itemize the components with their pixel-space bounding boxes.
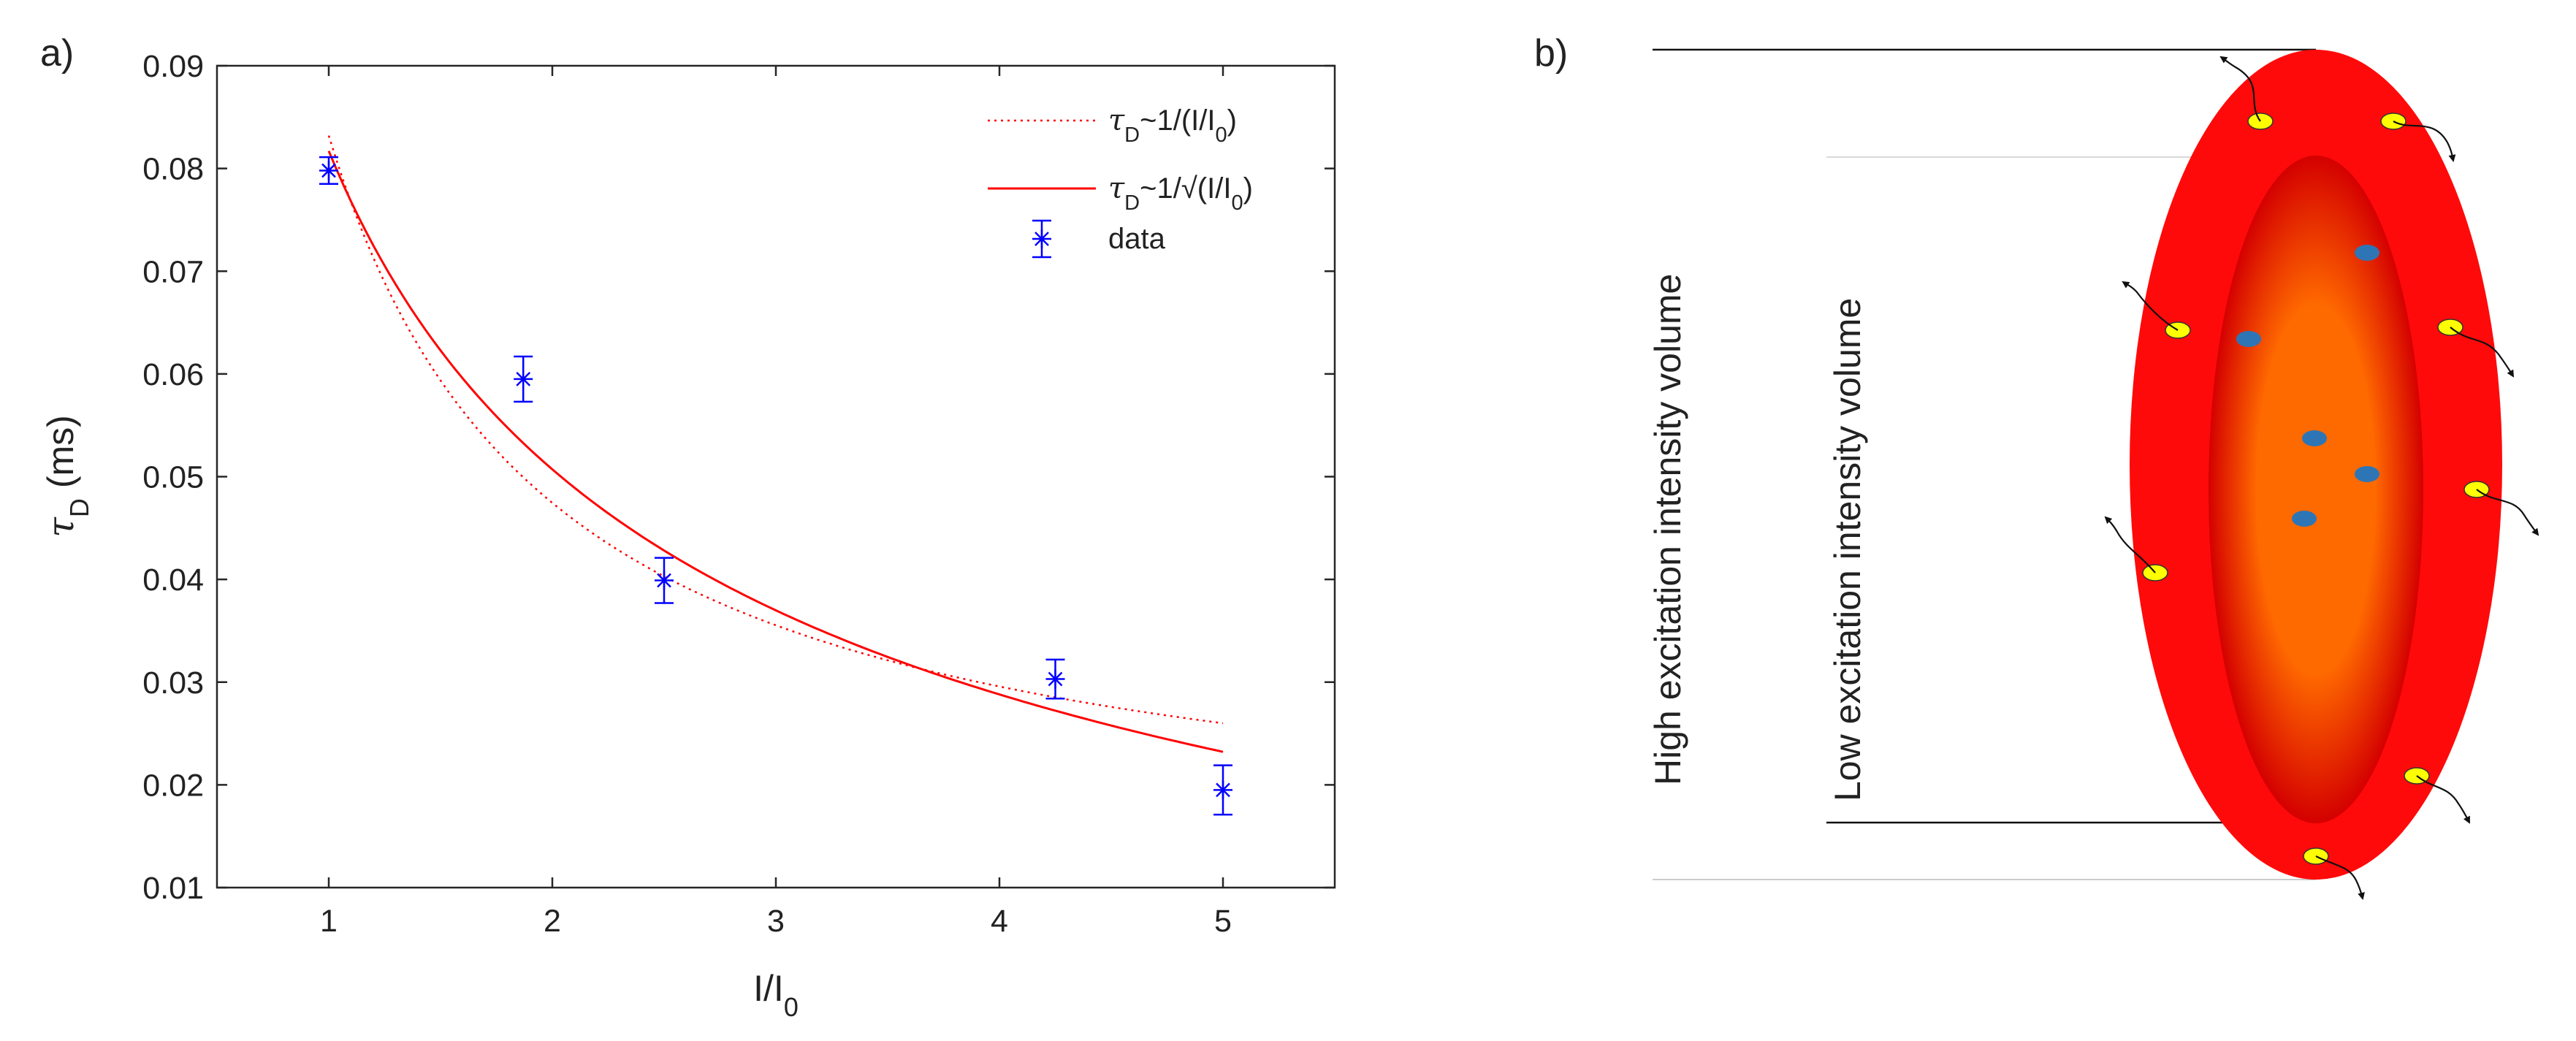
x-tick-label: 3	[767, 904, 785, 939]
legend-entry-data: data	[1108, 223, 1166, 255]
low-intensity-volume	[2209, 156, 2423, 823]
x-tick-label: 4	[991, 904, 1008, 939]
y-tick-label: 0.09	[142, 49, 204, 84]
fit-curve-sqrt	[327, 150, 1224, 753]
data-points	[319, 156, 1232, 816]
panel-b-label: b)	[1534, 32, 1568, 75]
x-axis-label-main: I/I	[753, 968, 784, 1009]
y-axis-label-unit: (ms)	[40, 415, 81, 498]
legend-text-main: ~1/√(I/I	[1140, 172, 1231, 205]
marker-stroke	[516, 372, 531, 386]
legend-tau: τ	[1108, 172, 1125, 205]
data-point	[514, 355, 533, 403]
free-molecule	[2292, 511, 2317, 527]
legend-sub: D	[1124, 123, 1140, 147]
legend: τD~1/(I/I0) τD~1/√(I/I0) data	[988, 104, 1253, 259]
high-volume-label: High excitation intensity volume	[1647, 274, 1688, 785]
legend-tau: τ	[1108, 104, 1125, 137]
x-tick-label: 2	[544, 904, 561, 939]
free-molecule	[2355, 245, 2379, 261]
legend-text-main: ~1/(I/I	[1140, 104, 1215, 137]
legend-entry-inverse: τD~1/(I/I0)	[1108, 104, 1237, 147]
y-tick-label: 0.01	[142, 871, 204, 906]
y-tick-label: 0.06	[142, 357, 204, 392]
x-axis-label-sub: 0	[784, 992, 799, 1022]
escape-arrow	[2416, 775, 2470, 824]
free-molecule	[2355, 466, 2379, 482]
escape-arrow	[2122, 281, 2179, 331]
escape-arrow	[2104, 516, 2156, 573]
free-molecule	[2302, 430, 2327, 446]
escape-arrow	[2393, 121, 2456, 162]
y-axis-label: τD (ms)	[39, 415, 94, 538]
y-axis-label-sub: D	[64, 498, 94, 517]
fit-curves	[327, 135, 1224, 753]
y-tick-label: 0.08	[142, 152, 204, 187]
escape-arrow	[2219, 56, 2261, 122]
chart-panel-a: 1 2 3 4 5 0.01 0.02 0.03 0.04 0.05 0.06 0.07 0.08 0.0…	[39, 49, 1336, 1022]
x-axis-label: I/I0	[753, 968, 799, 1022]
excitation-diagram: High excitation intensity volume Low exc…	[1647, 48, 2539, 900]
legend-text-close: )	[1227, 104, 1237, 137]
legend-sub: 0	[1231, 191, 1243, 215]
fit-curve-inverse	[327, 135, 1224, 725]
legend-sub: 0	[1215, 123, 1227, 147]
data-point	[1045, 658, 1065, 700]
data-point	[319, 156, 338, 185]
panel-a-label: a)	[40, 32, 74, 75]
free-molecule	[2236, 331, 2261, 347]
legend-errorbar-marker	[1032, 219, 1051, 259]
escape-arrow	[2450, 327, 2515, 378]
legend-text-close: )	[1243, 172, 1253, 205]
data-point	[655, 557, 674, 604]
y-tick-label: 0.05	[142, 460, 204, 495]
low-volume-label: Low excitation intensity volume	[1827, 298, 1868, 801]
y-tick-label: 0.07	[142, 254, 204, 289]
x-tick-label: 1	[320, 904, 338, 939]
marker-stroke	[1048, 671, 1063, 687]
escape-arrow	[2315, 855, 2365, 900]
y-tick-label: 0.03	[142, 666, 204, 701]
y-axis-label-tau: τ	[39, 516, 82, 538]
data-point	[1213, 764, 1232, 816]
x-tick-label: 5	[1214, 904, 1232, 939]
y-tick-label: 0.02	[142, 768, 204, 803]
legend-entry-sqrt: τD~1/√(I/I0)	[1108, 172, 1253, 215]
escape-arrow	[2476, 489, 2539, 536]
legend-sub: D	[1124, 191, 1140, 215]
axis-ticks: 1 2 3 4 5 0.01 0.02 0.03 0.04 0.05 0.06 0.07 0.08 0.0…	[142, 49, 1335, 939]
y-tick-label: 0.04	[142, 563, 204, 598]
marker-stroke	[657, 573, 671, 588]
marker-stroke	[1216, 782, 1230, 798]
marker-stroke	[321, 163, 336, 178]
